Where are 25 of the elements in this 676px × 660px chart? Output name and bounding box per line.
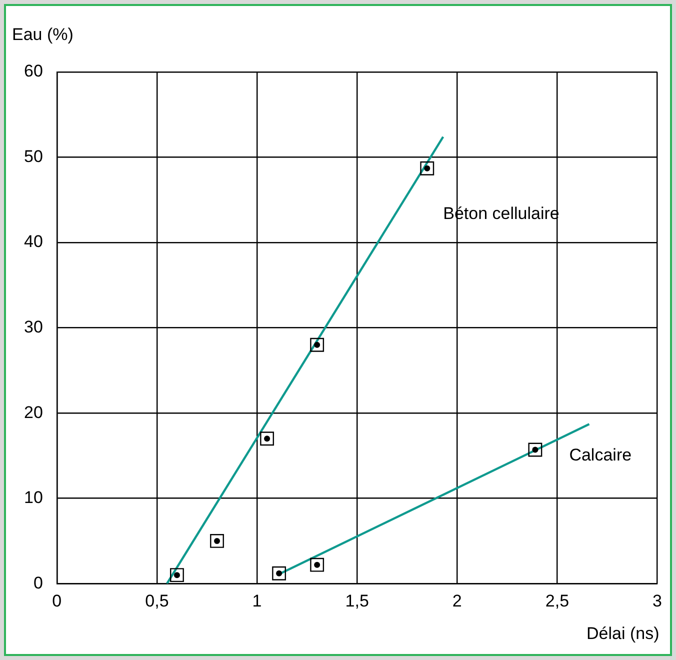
y-axis-title: Eau (%) bbox=[12, 25, 74, 44]
point bbox=[260, 432, 274, 446]
point bbox=[272, 566, 286, 580]
y-tick-label: 30 bbox=[24, 317, 43, 336]
x-tick-label: 2,5 bbox=[545, 591, 570, 610]
y-tick-label: 0 bbox=[33, 573, 43, 592]
point bbox=[420, 161, 434, 176]
point bbox=[310, 338, 324, 352]
point bbox=[170, 568, 184, 582]
y-tick-label: 20 bbox=[24, 402, 43, 422]
x-tick-label: 3 bbox=[652, 591, 662, 610]
y-tick-label: 10 bbox=[24, 488, 43, 508]
x-tick-label: 0,5 bbox=[145, 591, 169, 610]
x-tick-label: 0 bbox=[52, 591, 62, 610]
series-label: Calcaire bbox=[569, 445, 632, 464]
point bbox=[210, 534, 224, 548]
y-tick-label: 60 bbox=[24, 62, 43, 81]
y-tick-label: 40 bbox=[24, 232, 43, 252]
point bbox=[310, 558, 324, 572]
x-tick-label: 2 bbox=[452, 591, 462, 610]
x-axis-title: Délai (ns) bbox=[586, 624, 660, 644]
point bbox=[528, 442, 542, 457]
x-tick-label: 1,5 bbox=[345, 591, 369, 610]
x-tick-label: 1 bbox=[252, 591, 262, 610]
y-tick-label: 50 bbox=[24, 146, 43, 166]
